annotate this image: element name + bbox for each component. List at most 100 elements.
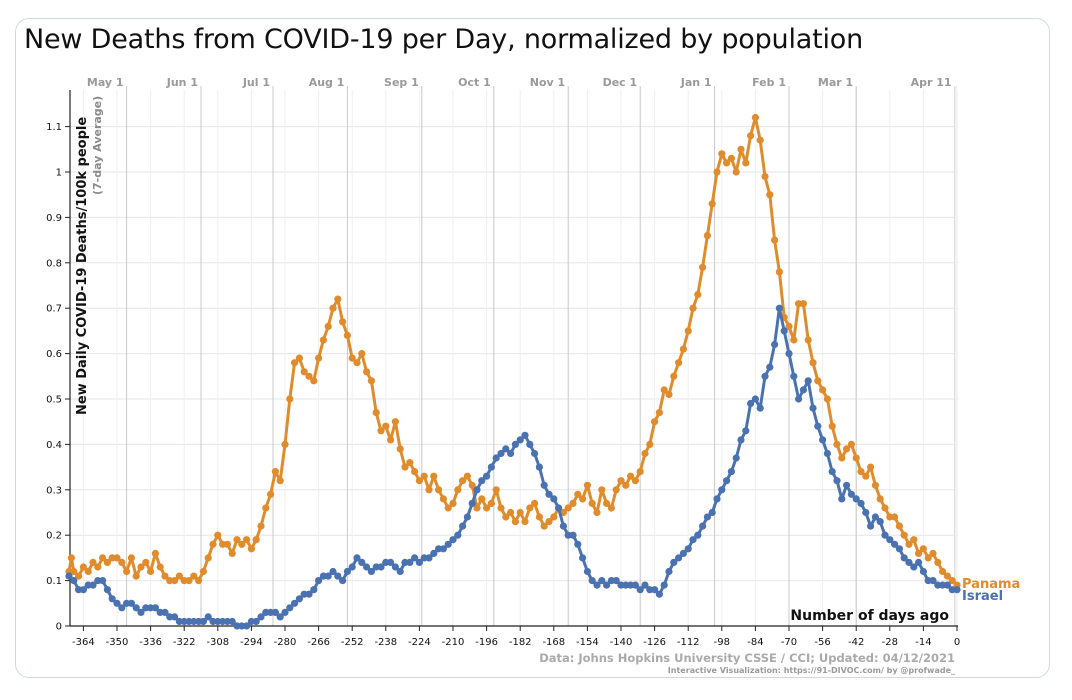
x-tick-label: -238 [374, 637, 397, 648]
y-axis-label: New Daily COVID-19 Deaths/100k people [75, 117, 90, 415]
data-point-panama [751, 113, 760, 122]
data-point-panama [809, 359, 817, 367]
data-point-israel [675, 554, 683, 562]
data-point-panama [843, 445, 851, 453]
data-point-panama [617, 477, 625, 485]
data-point-panama [161, 572, 169, 580]
grid-lines [70, 90, 958, 626]
x-tick-label: -364 [72, 637, 95, 648]
data-point-israel [228, 617, 236, 626]
data-point-panama [142, 558, 150, 567]
data-point-panama [771, 236, 779, 244]
data-point-panama [934, 558, 942, 567]
data-point-panama [747, 132, 755, 140]
data-point-israel [708, 508, 716, 517]
data-point-israel [761, 372, 769, 380]
data-point-panama [190, 572, 198, 580]
y-tick-label: 0.9 [46, 213, 62, 224]
data-point-israel [953, 586, 961, 594]
data-point-panama [742, 159, 750, 167]
data-point-israel [315, 577, 323, 585]
data-point-panama [243, 536, 251, 544]
data-point-panama [171, 577, 179, 585]
data-point-israel [790, 372, 798, 380]
data-point-panama [535, 513, 544, 521]
data-point-israel [929, 577, 937, 585]
data-point-israel [895, 545, 904, 553]
data-point-israel [867, 522, 875, 530]
data-point-israel [833, 477, 841, 485]
data-point-israel [641, 581, 649, 589]
data-point-panama [195, 577, 203, 585]
data-point-panama [127, 554, 135, 562]
data-point-panama [939, 567, 947, 576]
axes: 0 0.1 0.2 0.3 0.4 0.5 0.6 0.7 0.8 0.9 1 1.1 -364 -350… [46, 90, 960, 648]
y-tick-label: 0.2 [46, 531, 62, 542]
data-point-panama [70, 567, 78, 576]
data-point-israel [603, 581, 611, 589]
data-point-israel [127, 599, 135, 607]
data-point-panama [526, 504, 534, 512]
data-point-panama [382, 422, 390, 430]
data-point-panama [185, 577, 193, 585]
data-point-israel [919, 567, 928, 576]
data-point-israel [809, 404, 817, 412]
data-point-israel [367, 567, 375, 576]
data-point-panama [175, 572, 183, 580]
data-point-israel [444, 540, 452, 548]
data-point-israel [679, 549, 688, 558]
data-point-israel [271, 608, 279, 617]
data-point-israel [65, 572, 73, 580]
data-point-panama [847, 440, 856, 448]
month-label: Jun 1 [166, 76, 198, 89]
month-label: Aug 1 [309, 76, 345, 89]
data-point-israel [732, 454, 740, 462]
data-point-israel [684, 545, 692, 553]
data-point-israel [502, 445, 510, 453]
data-point-israel [665, 567, 673, 576]
data-point-israel [521, 431, 529, 439]
data-point-panama [607, 504, 616, 512]
data-point-panama [948, 577, 956, 585]
data-point-panama [819, 386, 827, 394]
data-point-panama [420, 472, 428, 480]
data-point-israel [199, 617, 207, 626]
data-point-israel [550, 495, 558, 503]
data-point-panama [723, 159, 731, 167]
data-point-israel [305, 590, 313, 598]
data-point-israel [915, 558, 923, 567]
data-point-israel [468, 499, 476, 507]
data-point-israel [871, 513, 880, 521]
data-point-panama [276, 477, 284, 485]
data-point-israel [387, 558, 395, 567]
data-point-israel [737, 436, 745, 444]
data-point-israel [276, 613, 284, 621]
data-point-israel [689, 536, 697, 544]
x-tick-label: -224 [408, 637, 431, 648]
data-point-israel [574, 540, 582, 548]
x-tick-label: -280 [274, 637, 297, 648]
data-point-panama [252, 536, 260, 544]
data-point-israel [943, 581, 952, 589]
data-point-panama [257, 522, 265, 530]
x-tick-label: -322 [173, 637, 196, 648]
data-point-panama [603, 499, 611, 507]
data-point-panama [867, 463, 875, 471]
data-point-panama [137, 563, 145, 571]
data-point-panama [670, 372, 678, 380]
data-point-panama [319, 336, 327, 344]
x-tick-label: -350 [106, 637, 129, 648]
data-point-panama [228, 549, 236, 558]
month-label: Oct 1 [458, 76, 491, 89]
month-label: Apr 11 [911, 76, 952, 89]
data-point-israel [430, 549, 438, 558]
data-point-panama [483, 504, 491, 512]
data-point-israel [459, 522, 467, 530]
data-point-panama [521, 518, 529, 526]
data-point-panama [281, 440, 289, 448]
x-tick-label: -70 [781, 637, 797, 648]
data-point-panama [675, 359, 683, 367]
data-point-panama [411, 468, 419, 476]
month-label: Nov 1 [530, 76, 565, 89]
x-tick-label: -154 [576, 637, 599, 648]
